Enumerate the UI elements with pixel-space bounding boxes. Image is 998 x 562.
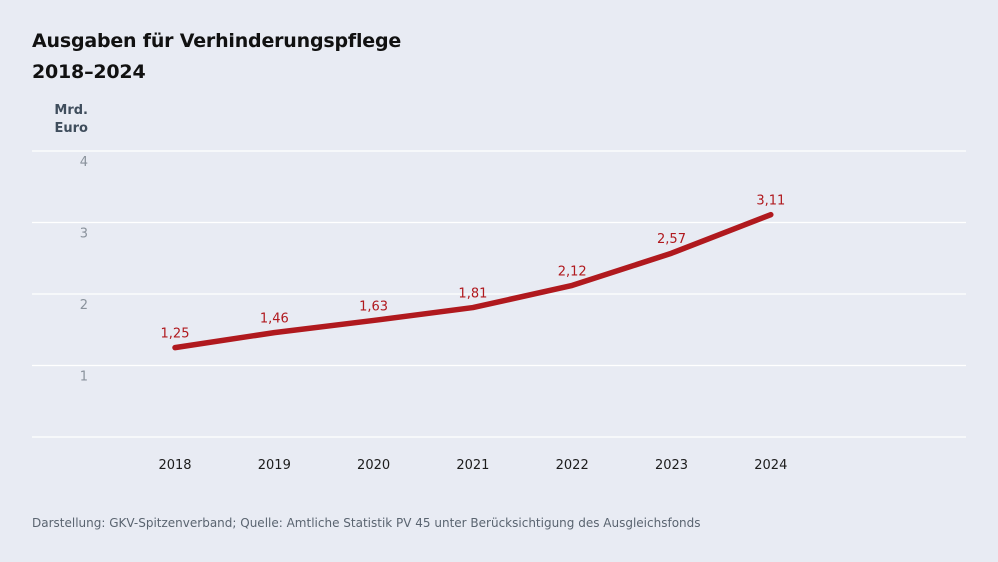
y-tick-label: 4	[80, 155, 88, 170]
y-axis-ticks: 1 2 3 4	[80, 155, 88, 385]
data-label: 1,63	[359, 299, 388, 314]
data-label: 1,46	[260, 312, 289, 327]
data-label: 3,11	[756, 194, 785, 209]
chart-title: Ausgaben für Verhinderungspflege 2018–20…	[32, 26, 401, 88]
y-tick-label: 1	[80, 370, 88, 385]
source-note: Darstellung: GKV-Spitzenverband; Quelle:…	[32, 516, 701, 530]
x-tick-label: 2022	[556, 458, 589, 473]
x-tick-label: 2024	[754, 458, 787, 473]
series-layer	[172, 211, 774, 351]
x-axis-ticks: 2018 2019 2020 2021 2022 2023 2024	[158, 458, 787, 473]
y-axis-unit-label: Mrd. Euro	[32, 102, 88, 138]
chart-title-line2: 2018–2024	[32, 61, 146, 83]
x-tick-label: 2021	[456, 458, 489, 473]
series-line	[172, 211, 774, 351]
data-label: 1,81	[458, 287, 487, 302]
x-tick-label: 2020	[357, 458, 390, 473]
x-tick-label: 2019	[258, 458, 291, 473]
chart-title-line1: Ausgaben für Verhinderungspflege	[32, 30, 402, 52]
gridlines	[32, 150, 966, 438]
data-label: 2,12	[558, 264, 587, 279]
x-tick-label: 2018	[158, 458, 191, 473]
y-tick-label: 2	[80, 298, 88, 313]
x-tick-label: 2023	[655, 458, 688, 473]
data-label: 2,57	[657, 232, 686, 247]
data-label: 1,25	[161, 327, 190, 342]
y-axis-unit-line1: Mrd.	[54, 103, 88, 118]
data-labels: 1,25 1,46 1,63 1,81 2,12 2,57 3,11	[161, 194, 786, 342]
y-tick-label: 3	[80, 227, 88, 242]
y-axis-unit-line2: Euro	[54, 121, 88, 136]
